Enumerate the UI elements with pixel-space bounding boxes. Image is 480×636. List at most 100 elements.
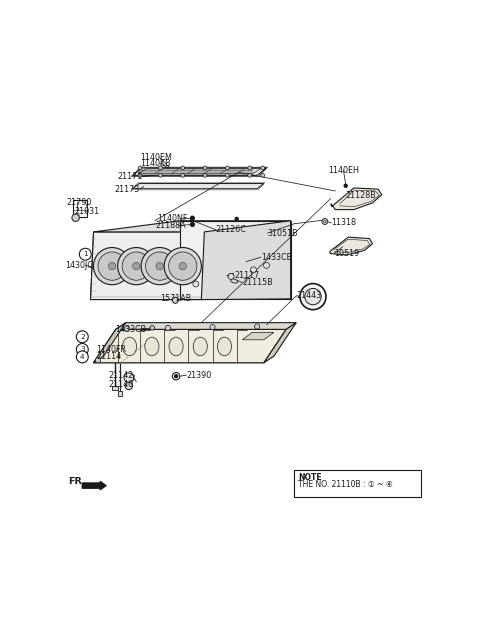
Circle shape — [96, 357, 100, 363]
Text: THE NO. 21110B : ① ~ ④: THE NO. 21110B : ① ~ ④ — [298, 480, 393, 489]
Circle shape — [235, 218, 238, 220]
Circle shape — [76, 343, 88, 356]
Circle shape — [98, 252, 126, 280]
Text: 21142: 21142 — [108, 371, 133, 380]
Polygon shape — [331, 188, 382, 210]
Circle shape — [175, 375, 178, 378]
Text: 1430JC: 1430JC — [66, 261, 94, 270]
Text: 31051B: 31051B — [267, 228, 298, 237]
Polygon shape — [330, 237, 372, 255]
Circle shape — [124, 326, 130, 331]
Circle shape — [203, 174, 207, 177]
Circle shape — [124, 373, 133, 383]
Circle shape — [300, 284, 326, 310]
Circle shape — [191, 216, 194, 220]
Text: 10519: 10519 — [335, 249, 360, 258]
Text: 21128B: 21128B — [346, 191, 376, 200]
Circle shape — [145, 252, 174, 280]
FancyBboxPatch shape — [118, 391, 122, 396]
Text: 21031: 21031 — [74, 207, 99, 216]
Circle shape — [125, 382, 132, 390]
Text: 21173: 21173 — [115, 184, 140, 193]
Circle shape — [138, 174, 142, 177]
Circle shape — [76, 351, 88, 363]
Circle shape — [322, 219, 328, 225]
Text: 21126C: 21126C — [216, 225, 246, 234]
Circle shape — [305, 289, 321, 305]
Text: 11318: 11318 — [332, 219, 357, 228]
Polygon shape — [94, 221, 290, 232]
Polygon shape — [264, 322, 296, 363]
Text: 3: 3 — [80, 347, 84, 352]
Text: 1140KB: 1140KB — [140, 159, 170, 168]
Circle shape — [324, 220, 326, 223]
Polygon shape — [202, 221, 290, 300]
Circle shape — [344, 184, 347, 187]
Circle shape — [168, 252, 197, 280]
Circle shape — [254, 324, 260, 329]
Circle shape — [226, 166, 229, 170]
Circle shape — [118, 247, 155, 285]
Circle shape — [203, 166, 207, 170]
Circle shape — [108, 263, 116, 270]
Circle shape — [181, 174, 185, 177]
Circle shape — [251, 267, 256, 273]
Polygon shape — [91, 232, 94, 300]
Text: 21188A: 21188A — [155, 221, 186, 230]
Circle shape — [138, 166, 142, 170]
Circle shape — [122, 252, 150, 280]
Text: 21117: 21117 — [234, 271, 259, 280]
Circle shape — [248, 166, 252, 170]
FancyArrow shape — [83, 481, 106, 490]
Polygon shape — [242, 333, 274, 340]
Circle shape — [164, 247, 202, 285]
Text: 21390: 21390 — [186, 371, 212, 380]
Ellipse shape — [169, 337, 183, 356]
Text: NOTE: NOTE — [298, 473, 322, 482]
Text: 1571AB: 1571AB — [160, 294, 191, 303]
Text: 1140FR: 1140FR — [96, 345, 126, 354]
Text: FR.: FR. — [68, 478, 86, 487]
Polygon shape — [94, 322, 126, 363]
Circle shape — [191, 219, 193, 222]
FancyBboxPatch shape — [294, 470, 421, 497]
Text: 1140EH: 1140EH — [328, 166, 359, 175]
Circle shape — [165, 325, 170, 331]
Polygon shape — [138, 169, 261, 174]
Circle shape — [79, 248, 91, 260]
Circle shape — [158, 174, 162, 177]
Circle shape — [193, 281, 199, 287]
Text: 21790: 21790 — [67, 198, 92, 207]
Text: 4: 4 — [80, 354, 84, 360]
Circle shape — [94, 247, 131, 285]
Circle shape — [264, 263, 269, 268]
Circle shape — [150, 326, 155, 330]
Ellipse shape — [230, 279, 238, 283]
Circle shape — [158, 166, 162, 170]
Circle shape — [261, 166, 264, 170]
Polygon shape — [180, 221, 290, 299]
Text: 21140: 21140 — [108, 380, 133, 389]
Circle shape — [141, 247, 178, 285]
Text: 21443: 21443 — [296, 291, 321, 300]
Text: 1433CB: 1433CB — [115, 325, 146, 334]
Circle shape — [156, 263, 163, 270]
Circle shape — [76, 331, 88, 343]
Circle shape — [179, 263, 186, 270]
Circle shape — [132, 263, 140, 270]
Ellipse shape — [122, 337, 137, 356]
Polygon shape — [132, 184, 264, 189]
Circle shape — [248, 174, 252, 177]
Circle shape — [191, 223, 194, 226]
Circle shape — [226, 174, 229, 177]
FancyBboxPatch shape — [112, 386, 118, 391]
Ellipse shape — [145, 337, 159, 356]
Circle shape — [72, 214, 79, 221]
Polygon shape — [132, 168, 266, 176]
Text: 21171: 21171 — [118, 172, 143, 181]
Polygon shape — [116, 322, 296, 329]
Ellipse shape — [193, 337, 207, 356]
Circle shape — [228, 273, 234, 279]
Ellipse shape — [217, 337, 231, 356]
Circle shape — [172, 298, 178, 303]
